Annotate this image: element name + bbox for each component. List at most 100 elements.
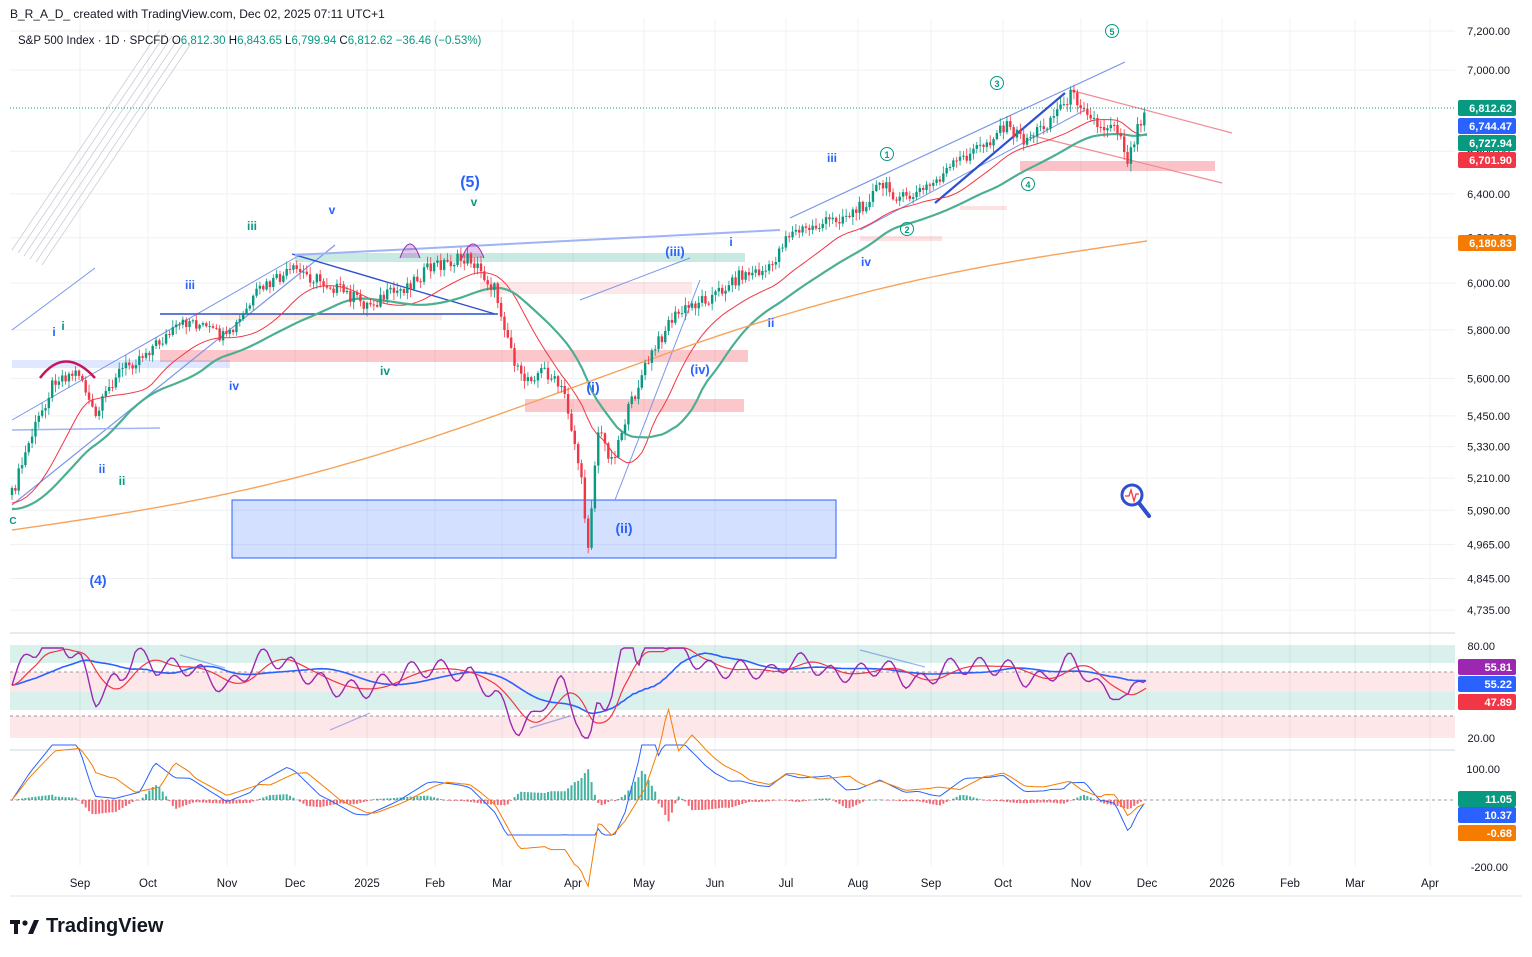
candle-body	[27, 443, 30, 453]
candle-body	[1129, 147, 1133, 164]
histogram-bar	[242, 800, 245, 804]
candle-body	[684, 305, 687, 314]
wave-label: iii	[247, 219, 257, 233]
candle-body	[1079, 105, 1082, 108]
histogram-bar	[389, 798, 392, 800]
price-tag: 6,727.94	[1469, 138, 1513, 150]
histogram-bar	[319, 800, 322, 808]
time-axis[interactable]: Sep Oct Nov Dec 2025 Feb Mar Apr May Jun Jul Aug Sep…	[70, 878, 1439, 890]
candle-body	[188, 321, 191, 328]
histogram-bar	[717, 800, 720, 809]
candle-body	[543, 367, 546, 369]
histogram-bar	[329, 800, 332, 806]
histogram-bar	[754, 800, 757, 802]
candle-body	[767, 264, 771, 271]
histogram-bar	[121, 800, 124, 808]
time-tick-label: 2026	[1209, 878, 1235, 890]
candle-body	[392, 287, 396, 293]
candle-body	[322, 281, 325, 286]
candle-body	[918, 187, 922, 192]
candle-body	[483, 271, 486, 281]
moving-averages	[11, 119, 1148, 531]
ohlc-legend[interactable]: S&P 500 Index · 1D · SPCFD O6,812.30 H6,…	[18, 35, 481, 47]
histogram-bar	[1113, 800, 1116, 806]
candle-body	[10, 488, 14, 495]
histogram-bar	[614, 800, 616, 802]
histogram-bar	[101, 800, 104, 814]
candle-body	[972, 148, 975, 154]
candle-body	[342, 284, 345, 293]
histogram-bar	[309, 800, 312, 807]
candle-body	[205, 323, 208, 327]
histogram-bar	[835, 800, 838, 803]
candle-body	[687, 305, 690, 308]
histogram-bar	[399, 797, 402, 800]
candle-body	[968, 153, 972, 161]
histogram-bar	[1083, 794, 1085, 800]
histogram-bar	[1129, 800, 1132, 809]
candle-body	[965, 155, 968, 161]
candle-body	[992, 139, 995, 146]
candle-body	[285, 268, 288, 276]
support-zone	[295, 253, 745, 262]
histogram-bar	[969, 796, 972, 800]
histogram-bar	[1123, 800, 1126, 809]
chart-tools[interactable]	[1120, 483, 1151, 518]
wave-label: 4	[1025, 180, 1030, 190]
candle-body	[985, 142, 989, 147]
time-tick-label: Dec	[1137, 878, 1158, 890]
histogram-bar	[376, 798, 379, 800]
histogram-bar	[463, 800, 466, 802]
histogram-bar	[265, 796, 268, 800]
histogram-bar	[272, 794, 275, 800]
candle-body	[834, 217, 838, 223]
histogram-bar	[764, 800, 767, 802]
candle-body	[617, 439, 620, 458]
symbol-title[interactable]: S&P 500 Index · 1D · SPCFD	[18, 35, 169, 47]
candle-body	[208, 326, 211, 328]
price-axis[interactable]: 7,200.007,000.006,600.006,400.006,200.00…	[1466, 26, 1510, 874]
candle-body	[640, 375, 643, 388]
histogram-bar	[784, 800, 787, 801]
candle-body	[868, 201, 871, 208]
rsi-long-average	[11, 652, 1147, 715]
candle-body	[308, 274, 312, 283]
arc-pattern	[399, 243, 421, 259]
candle-body	[637, 387, 640, 400]
candle-body	[406, 283, 409, 294]
candle-body	[908, 195, 911, 199]
magnifier-handle	[1137, 501, 1151, 518]
wave-label: v	[471, 195, 478, 209]
wave-label: ii	[99, 462, 106, 476]
candle-body	[841, 216, 844, 224]
histogram-bar	[255, 800, 258, 801]
histogram-bar	[369, 800, 372, 801]
time-tick-label: Dec	[285, 878, 306, 890]
candle-body	[178, 324, 181, 326]
histogram-bar	[443, 799, 446, 801]
rsi-tag: 55.81	[1484, 662, 1512, 674]
histogram-bar	[1143, 799, 1146, 801]
trendline	[11, 427, 161, 431]
histogram-bar	[915, 800, 918, 802]
histogram-bar	[222, 800, 225, 804]
candle-body	[252, 295, 255, 306]
histogram-bar	[744, 800, 747, 804]
candle-body	[34, 421, 37, 437]
candle-body	[449, 261, 453, 267]
wave-circle	[900, 222, 914, 236]
histogram-bar	[459, 800, 462, 801]
tradingview-logo[interactable]: TradingView	[10, 915, 163, 938]
histogram-bar	[24, 798, 27, 800]
rsi-tag: 47.89	[1484, 697, 1512, 709]
candle-body	[1062, 104, 1066, 106]
zoom-magnifier-icon[interactable]	[1120, 483, 1151, 518]
histogram-bar	[201, 800, 204, 803]
histogram-bar	[959, 795, 962, 800]
candle-body	[516, 365, 520, 367]
histogram-bar	[1072, 799, 1075, 800]
histogram-bar	[724, 800, 727, 808]
histogram-bar	[175, 800, 178, 809]
candle-body	[1005, 121, 1009, 133]
